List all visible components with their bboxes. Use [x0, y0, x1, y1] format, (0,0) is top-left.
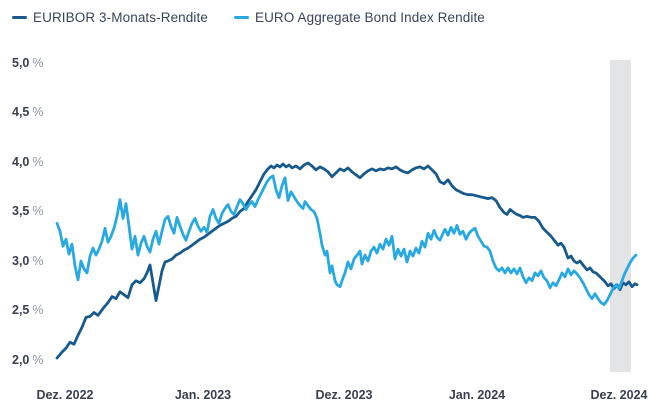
y-tick-3-5: 3,5% — [12, 204, 44, 218]
euro-aggregate-series-swatch — [233, 15, 249, 20]
y-tick-3-0: 3,0% — [12, 254, 44, 268]
euro-aggregate-series-label: EURO Aggregate Bond Index Rendite — [254, 10, 485, 25]
x-tick-dez-2023: Dez. 2023 — [315, 388, 373, 402]
y-tick-4-0: 4,0% — [12, 155, 44, 169]
x-tick-dez-2022: Dez. 2022 — [36, 388, 94, 402]
legend: EURIBOR 3-Monats-Rendite EURO Aggregate … — [12, 10, 485, 25]
x-tick-jan-2023: Jan. 2023 — [174, 388, 232, 402]
y-tick-5-0: 5,0% — [12, 56, 44, 70]
legend-item-euro-aggregate: EURO Aggregate Bond Index Rendite — [233, 10, 485, 25]
y-tick-2-5: 2,5% — [12, 303, 44, 317]
euribor-series-label: EURIBOR 3-Monats-Rendite — [33, 10, 208, 25]
euribor-series-swatch — [12, 15, 27, 20]
y-tick-2-0: 2,0% — [12, 353, 44, 367]
series-line-euribor — [55, 161, 639, 360]
series-line-euro-aggregate — [55, 174, 638, 307]
current-period-highlight-band — [610, 60, 631, 372]
y-tick-4-5: 4,5% — [12, 105, 44, 119]
x-tick-dez-2024: Dez. 2024 — [590, 388, 648, 402]
legend-item-euribor: EURIBOR 3-Monats-Rendite — [12, 10, 208, 25]
x-tick-jan-2024: Jan. 2024 — [448, 388, 506, 402]
